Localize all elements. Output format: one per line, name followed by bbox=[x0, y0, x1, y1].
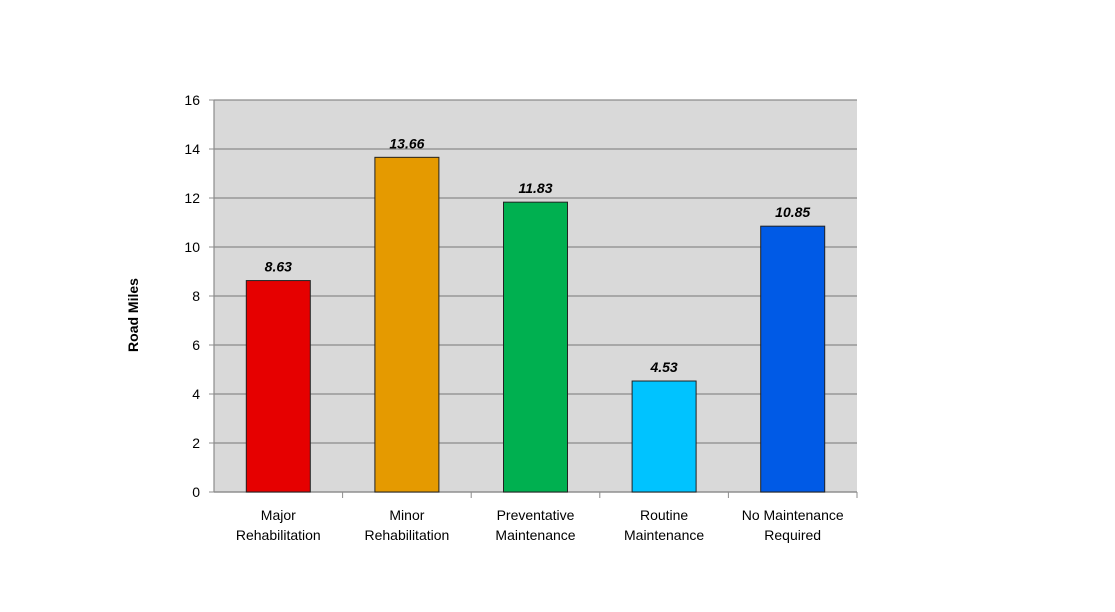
x-tick-label: Minor Rehabilitation bbox=[364, 507, 449, 543]
y-axis-label: Road Miles bbox=[125, 278, 141, 352]
y-tick-label: 16 bbox=[184, 92, 200, 108]
y-tick-label: 0 bbox=[192, 484, 200, 500]
x-tick-label: Major Rehabilitation bbox=[236, 507, 321, 543]
bar bbox=[631, 380, 697, 493]
y-tick-label: 4 bbox=[192, 386, 200, 402]
x-tick-label: Routine Maintenance bbox=[624, 507, 704, 543]
y-tick-label: 10 bbox=[184, 239, 200, 255]
bar bbox=[374, 156, 440, 493]
value-label: 13.66 bbox=[389, 135, 424, 151]
y-tick-label: 6 bbox=[192, 337, 200, 353]
y-tick-label: 8 bbox=[192, 288, 200, 304]
value-label: 11.83 bbox=[519, 180, 553, 196]
bar bbox=[503, 201, 568, 493]
x-tick-label: Preventative Maintenance bbox=[495, 507, 575, 543]
y-tick-label: 14 bbox=[184, 141, 200, 157]
value-label: 8.63 bbox=[265, 259, 292, 275]
bar bbox=[245, 280, 311, 493]
y-tick-label: 12 bbox=[184, 190, 200, 206]
value-label: 10.85 bbox=[775, 204, 810, 220]
bar bbox=[760, 225, 826, 493]
y-tick-label: 2 bbox=[192, 435, 200, 451]
x-tick-label: No Maintenance Required bbox=[742, 507, 844, 543]
value-label: 4.53 bbox=[649, 359, 677, 375]
